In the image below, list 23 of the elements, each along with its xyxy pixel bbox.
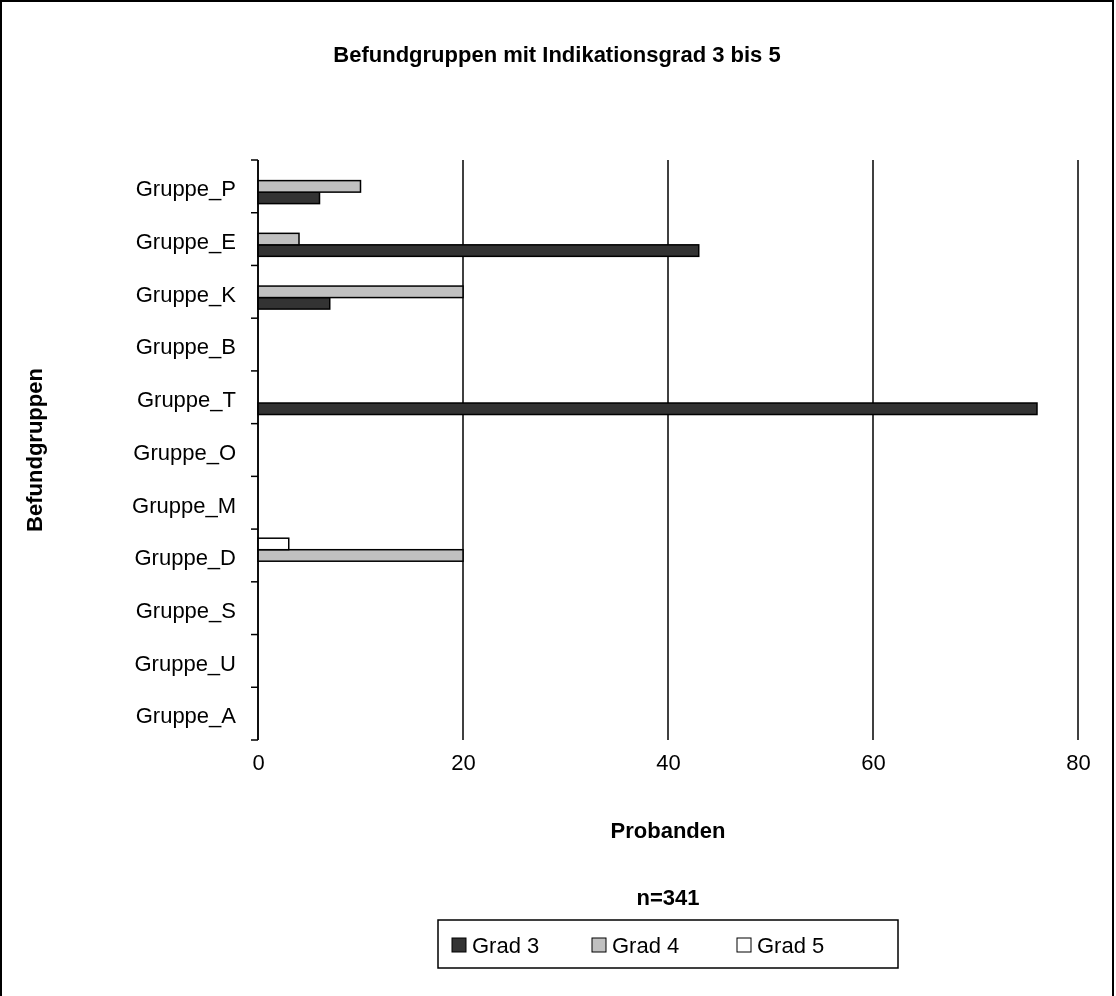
y-tick-label: Gruppe_B <box>135 334 236 360</box>
y-tick-label: Gruppe_A <box>135 703 237 729</box>
y-axis-title: Befundgruppen <box>22 368 47 532</box>
y-tick-label: Gruppe_E <box>135 228 236 254</box>
x-tick-label: 40 <box>656 749 681 775</box>
x-tick-label: 60 <box>861 749 886 775</box>
y-tick-label: Gruppe_O <box>133 439 236 465</box>
y-tick-label: Gruppe_S <box>135 597 236 623</box>
x-tick-label: 80 <box>1066 749 1091 775</box>
legend-label: Grad 4 <box>612 933 680 958</box>
y-tick-label: Gruppe_K <box>135 281 237 307</box>
x-tick-label: 20 <box>451 749 476 775</box>
chart-title: Befundgruppen mit Indikationsgrad 3 bis 5 <box>333 42 781 67</box>
y-tick-label: Gruppe_T <box>136 387 236 413</box>
y-tick-label: Gruppe_P <box>135 176 236 202</box>
x-tick-label: 0 <box>252 749 265 775</box>
y-tick-label: Gruppe_D <box>134 545 236 571</box>
x-axis-title: Probanden <box>610 818 726 843</box>
legend-label: Grad 3 <box>472 933 540 958</box>
legend-label: Grad 5 <box>757 933 825 958</box>
y-tick-label: Gruppe_M <box>132 492 236 518</box>
text: n=341 <box>636 885 700 910</box>
y-tick-label: Gruppe_U <box>134 650 236 676</box>
